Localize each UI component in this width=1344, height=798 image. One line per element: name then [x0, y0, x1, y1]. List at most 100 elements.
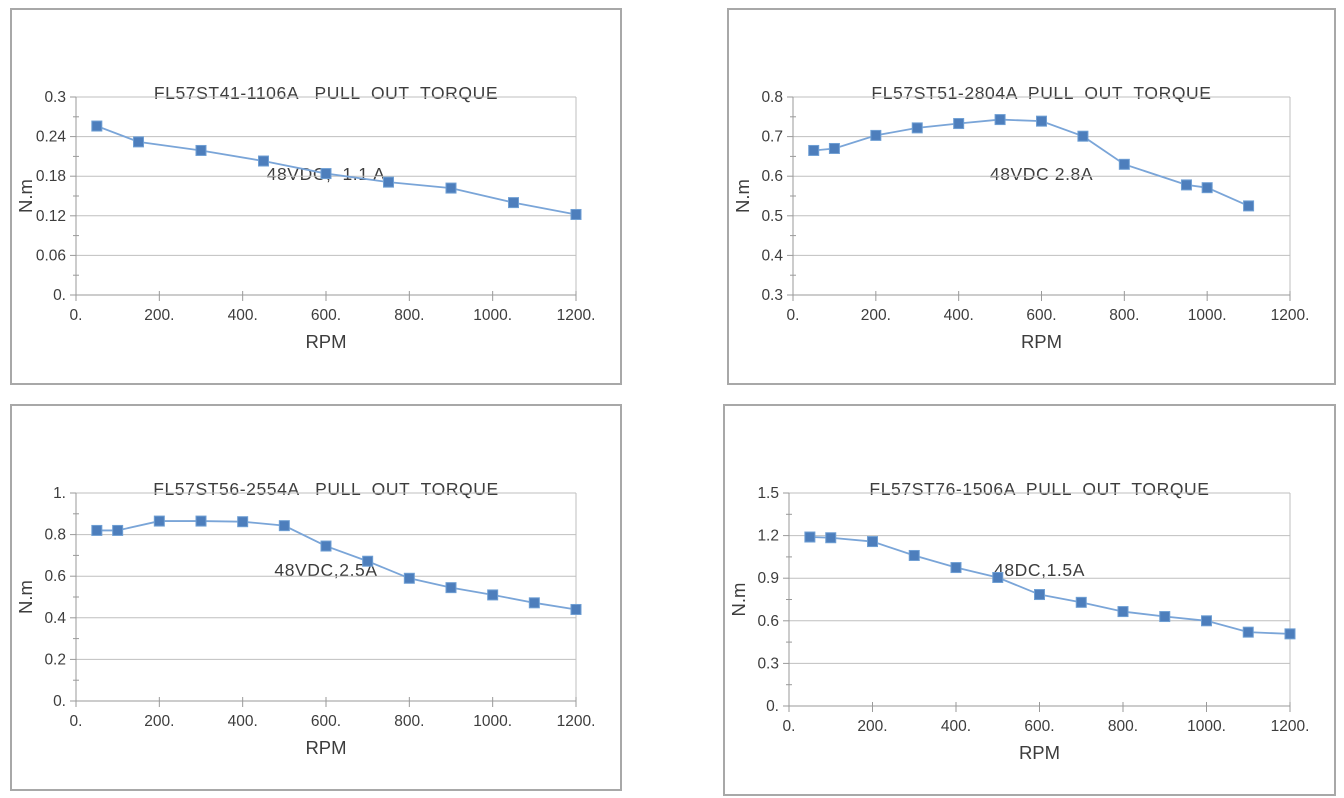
x-axis-title: RPM	[1019, 742, 1060, 763]
x-tick-label: 800.	[1108, 718, 1138, 735]
data-point-marker	[870, 129, 882, 141]
data-point-marker	[195, 515, 207, 527]
y-tick-label: 0.5	[761, 208, 783, 225]
data-point-marker	[445, 582, 457, 594]
y-axis-title: N.m	[728, 583, 749, 617]
y-tick-label: 0.18	[36, 168, 66, 185]
x-tick-label: 400.	[941, 718, 971, 735]
data-point-marker	[1036, 115, 1047, 127]
data-point-marker	[1242, 626, 1254, 638]
data-point-marker	[570, 603, 582, 615]
data-point-marker	[278, 520, 290, 532]
data-point-marker	[403, 572, 415, 584]
x-tick-label: 600.	[1024, 718, 1054, 735]
x-tick-label: 0.	[70, 713, 83, 730]
data-point-marker	[828, 142, 840, 154]
data-point-marker	[1034, 589, 1045, 601]
y-tick-label: 0.	[53, 693, 66, 710]
x-tick-label: 0.	[783, 718, 796, 735]
x-tick-label: 1200.	[557, 713, 596, 730]
data-point-marker	[1077, 130, 1089, 142]
x-axis-title: RPM	[305, 331, 346, 352]
x-tick-label: 400.	[228, 713, 258, 730]
data-point-marker	[320, 540, 332, 552]
torque-curve-plot-fl57st76: 0. 0.3 0.6 0.9 1.2 1.5 0. 200. 400. 600. 800. 1000.…	[728, 485, 1310, 763]
y-tick-label: 0.	[53, 287, 66, 304]
x-tick-label: 1000.	[1187, 718, 1226, 735]
data-point-marker	[1117, 606, 1129, 618]
data-point-marker	[528, 597, 540, 609]
data-point-marker	[1075, 596, 1087, 608]
y-tick-label: 0.06	[36, 247, 66, 264]
y-tick-label: 0.4	[761, 247, 783, 264]
y-tick-label: 0.6	[757, 613, 779, 630]
x-tick-label: 200.	[857, 718, 887, 735]
y-tick-label: 0.9	[757, 570, 779, 587]
data-point-marker	[91, 524, 103, 536]
y-tick-label: 0.24	[36, 129, 67, 146]
x-tick-label: 0.	[70, 307, 83, 324]
data-point-marker	[911, 122, 923, 134]
y-axis-title: N.m	[15, 179, 36, 213]
data-point-marker	[867, 536, 878, 548]
x-axis-title: RPM	[305, 737, 346, 758]
data-point-marker	[133, 136, 144, 148]
x-tick-label: 600.	[311, 713, 341, 730]
y-tick-label: 0.3	[44, 89, 66, 106]
data-point-marker	[153, 515, 165, 527]
torque-series-line	[96, 125, 577, 216]
x-tick-label: 600.	[1026, 307, 1056, 324]
y-tick-label: 0.6	[761, 168, 783, 185]
data-point-marker	[91, 120, 103, 132]
data-point-marker	[508, 197, 519, 209]
chart-box-fl57st51: FL57ST51-2804A PULL OUT TORQUE 48VDC 2.8…	[727, 8, 1336, 385]
data-point-marker	[1284, 628, 1296, 640]
x-axis-title: RPM	[1021, 331, 1062, 352]
x-tick-label: 0.	[787, 307, 800, 324]
data-point-marker	[808, 144, 820, 156]
x-tick-label: 400.	[228, 307, 258, 324]
y-tick-label: 0.7	[761, 129, 783, 146]
y-tick-label: 1.2	[757, 528, 779, 545]
x-tick-label: 800.	[394, 307, 424, 324]
data-point-marker	[362, 555, 374, 567]
data-point-marker	[445, 182, 457, 194]
torque-curve-plot-fl57st41: 0. 0.06 0.12 0.18 0.24 0.3 0. 200. 400. 600. 800. 1…	[15, 89, 596, 352]
y-tick-label: 1.	[53, 485, 66, 502]
torque-curve-plot-fl57st56: 0. 0.2 0.4 0.6 0.8 1. 0. 200. 400. 600. 800. 1000. 1…	[15, 485, 596, 758]
data-point-marker	[112, 524, 124, 536]
data-point-marker	[258, 155, 269, 167]
data-point-marker	[908, 549, 920, 561]
data-point-marker	[1201, 182, 1213, 194]
y-tick-label: 0.	[766, 698, 779, 715]
torque-series-line	[809, 536, 1291, 635]
x-tick-label: 800.	[394, 713, 424, 730]
x-tick-label: 1000.	[473, 713, 512, 730]
y-tick-label: 0.12	[36, 208, 66, 225]
data-point-marker	[1243, 200, 1255, 212]
y-tick-label: 0.3	[757, 655, 779, 672]
data-point-marker	[953, 118, 965, 130]
x-tick-label: 200.	[861, 307, 891, 324]
x-tick-label: 600.	[311, 307, 341, 324]
x-tick-label: 200.	[144, 307, 174, 324]
data-point-marker	[1118, 158, 1130, 170]
data-point-marker	[992, 571, 1004, 583]
x-tick-label: 1200.	[557, 307, 596, 324]
data-point-marker	[487, 589, 499, 601]
data-point-marker	[994, 114, 1006, 126]
y-tick-label: 0.2	[44, 651, 66, 668]
y-tick-label: 0.8	[44, 527, 66, 544]
data-point-marker	[1180, 179, 1192, 191]
data-point-marker	[1201, 615, 1212, 627]
y-tick-label: 0.3	[761, 287, 783, 304]
data-point-marker	[320, 168, 332, 180]
chart-box-fl57st56: FL57ST56-2554A PULL OUT TORQUE 48VDC,2.5…	[10, 404, 622, 791]
x-tick-label: 200.	[144, 713, 174, 730]
x-tick-label: 1000.	[473, 307, 512, 324]
y-tick-label: 1.5	[757, 485, 779, 502]
y-axis-title: N.m	[732, 179, 753, 213]
x-tick-label: 800.	[1109, 307, 1139, 324]
x-tick-label: 1200.	[1271, 718, 1310, 735]
